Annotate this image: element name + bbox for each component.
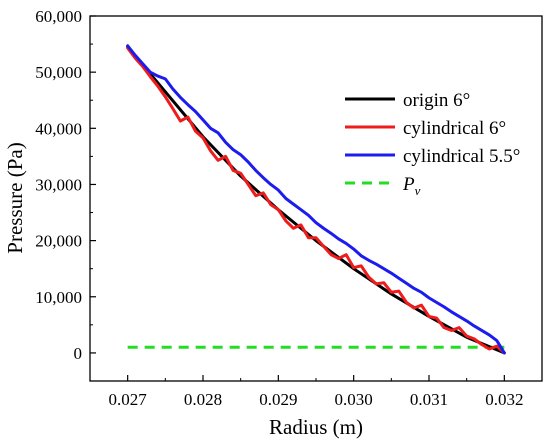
- legend-label-pv-main: P: [402, 174, 415, 195]
- series-cylindrical-5-5: [126, 44, 506, 355]
- legend-label-origin: origin 6°: [403, 90, 470, 111]
- plot-lines: [126, 44, 506, 355]
- legend-label-cylindrical-6: cylindrical 6°: [403, 118, 506, 139]
- y-tick-label: 60,000: [35, 7, 82, 26]
- ticks: [90, 15, 505, 381]
- legend: origin 6° cylindrical 6° cylindrical 5.5…: [345, 90, 520, 198]
- legend-label-cylindrical-5-5: cylindrical 5.5°: [403, 146, 520, 167]
- y-tick-label: 10,000: [35, 288, 82, 307]
- x-tick-label: 0.031: [410, 390, 448, 409]
- x-axis-title: Radius (m): [269, 415, 363, 439]
- y-tick-label: 30,000: [35, 175, 82, 194]
- x-tick-label: 0.029: [259, 390, 297, 409]
- tick-labels: 0.027 0.028 0.029 0.030 0.031 0.032 0 10,000 20,…: [35, 7, 523, 409]
- y-tick-label: 40,000: [35, 119, 82, 138]
- y-tick-label: 0: [74, 344, 83, 363]
- x-tick-label: 0.028: [184, 390, 222, 409]
- series-cylindrical-6: [126, 46, 506, 355]
- y-axis-title: Pressure (Pa): [3, 142, 27, 253]
- y-tick-label: 50,000: [35, 63, 82, 82]
- y-tick-label: 20,000: [35, 232, 82, 251]
- x-tick-label: 0.032: [485, 390, 523, 409]
- x-tick-label: 0.027: [109, 390, 148, 409]
- legend-label-pv: Pv: [402, 174, 421, 198]
- legend-label-pv-sub: v: [415, 183, 421, 198]
- x-tick-label: 0.030: [335, 390, 373, 409]
